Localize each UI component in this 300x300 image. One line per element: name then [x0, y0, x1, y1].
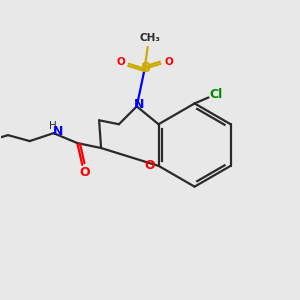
- Text: N: N: [53, 125, 64, 138]
- Text: O: O: [164, 57, 173, 67]
- Text: H: H: [49, 121, 56, 131]
- Text: S: S: [141, 61, 151, 75]
- Text: CH₃: CH₃: [139, 33, 160, 43]
- Text: Cl: Cl: [210, 88, 223, 101]
- Text: O: O: [116, 57, 125, 67]
- Text: O: O: [79, 166, 90, 179]
- Text: O: O: [144, 159, 155, 172]
- Text: N: N: [134, 98, 144, 111]
